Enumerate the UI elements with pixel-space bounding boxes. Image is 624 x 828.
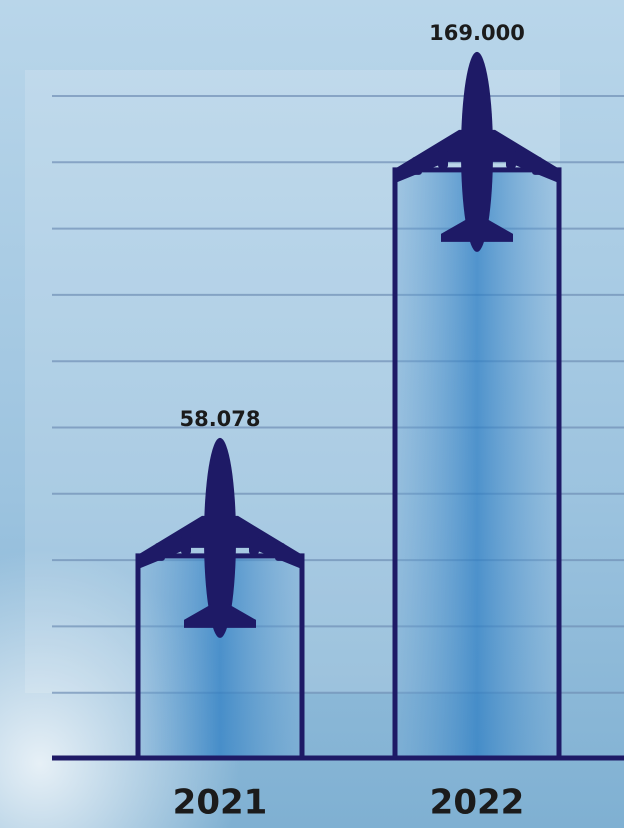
plane-tail — [184, 603, 256, 628]
plane-fuselage — [461, 51, 493, 252]
bar — [392, 167, 562, 761]
plane-engine — [532, 156, 542, 175]
plane-engine — [275, 542, 285, 561]
plane-engine — [438, 150, 448, 169]
plane-engine — [506, 150, 516, 169]
x-tick-label: 2022 — [430, 783, 525, 823]
plane-engine — [155, 542, 165, 561]
plane-engine — [181, 536, 191, 555]
plane-icon — [136, 437, 304, 638]
plane-icon — [393, 51, 561, 252]
plane-fuselage — [204, 437, 236, 638]
bars: 58.078 169.000 — [135, 21, 562, 761]
value-label: 169.000 — [429, 21, 525, 45]
plane-engine — [249, 536, 259, 555]
value-label: 58.078 — [179, 407, 260, 431]
x-tick-label: 2021 — [173, 783, 268, 823]
plane-tail — [441, 217, 513, 242]
plane-engine — [412, 156, 422, 175]
